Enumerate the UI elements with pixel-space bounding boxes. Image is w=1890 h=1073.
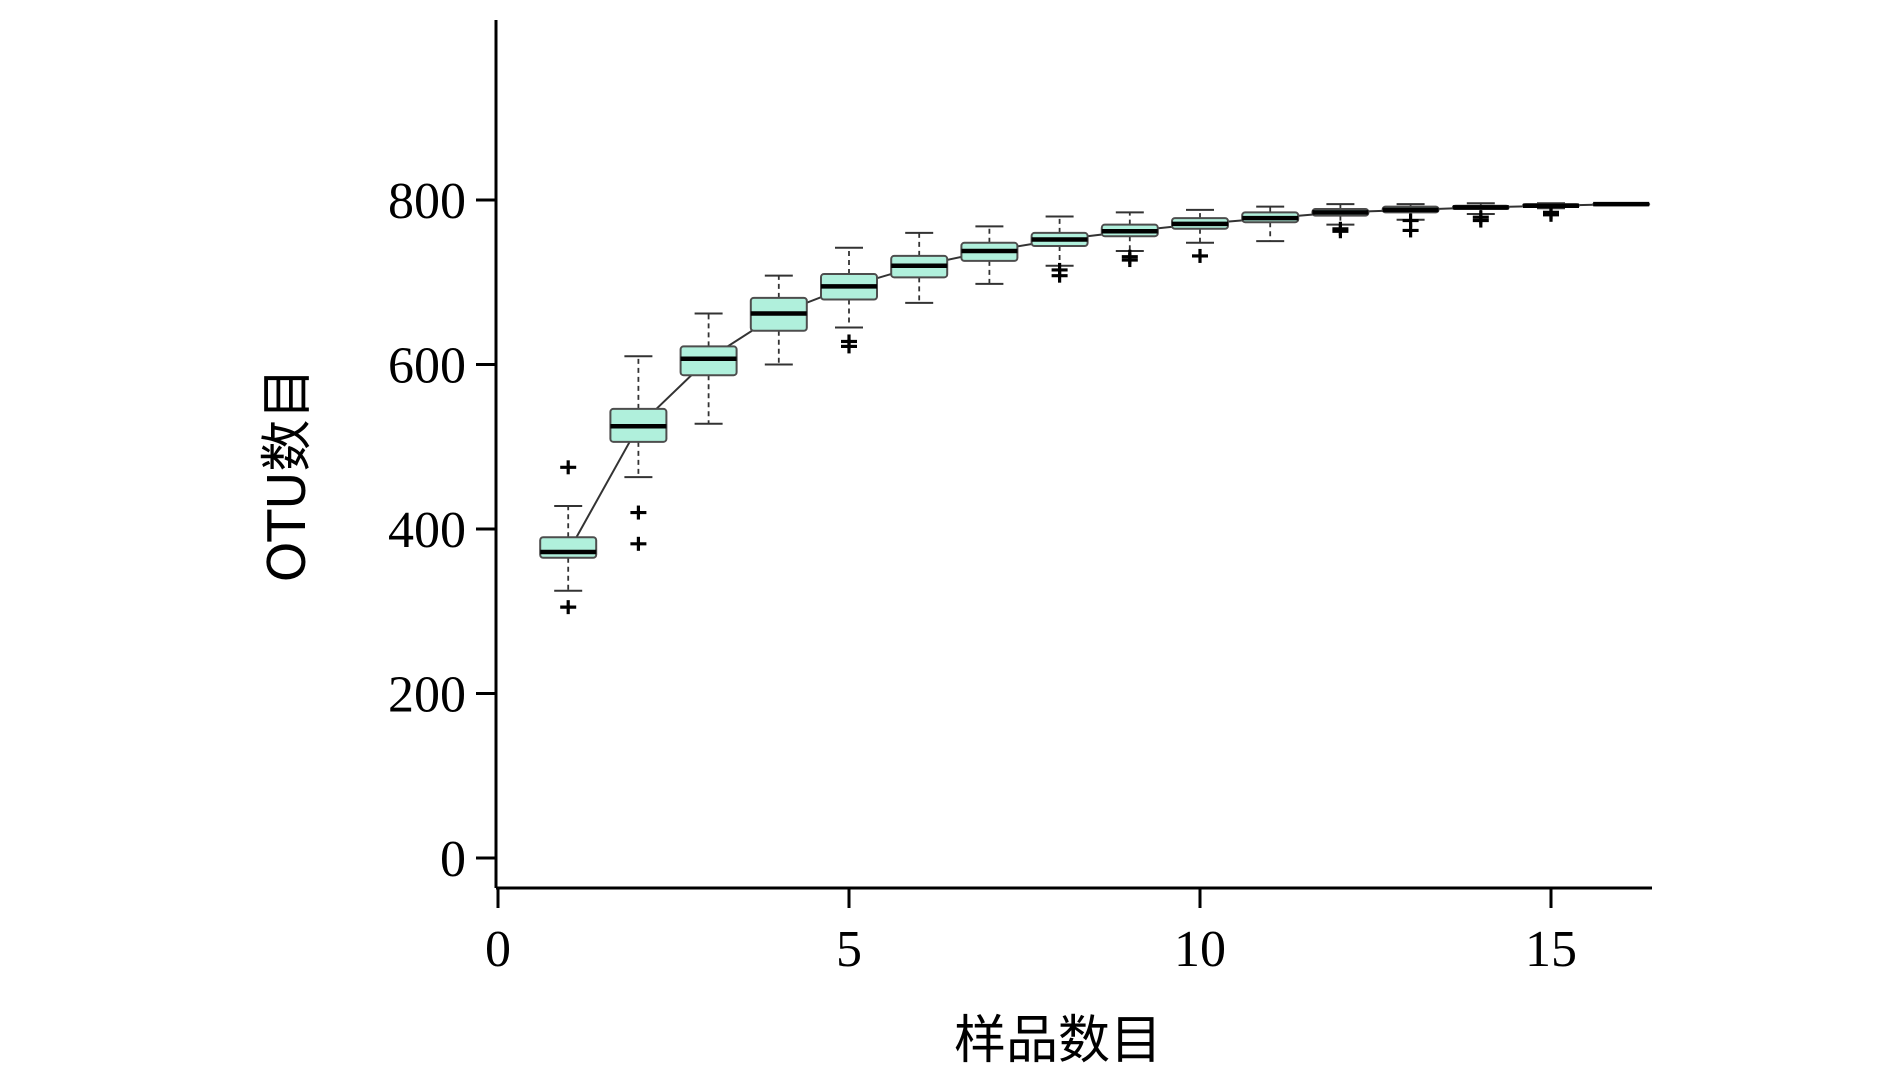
outlier-marker (841, 334, 857, 349)
box-iqr (539, 536, 598, 559)
outlier-marker (1332, 221, 1349, 236)
outlier-marker (560, 460, 577, 475)
box-group (679, 312, 738, 425)
y-tick-label: 200 (388, 667, 466, 724)
x-tick-label: 0 (485, 921, 511, 978)
outlier-marker (1192, 248, 1208, 263)
y-axis-ticks: 0 200 400 600 800 (388, 173, 496, 888)
y-axis-title: OTU数目 (258, 368, 318, 583)
plot-area (539, 201, 1651, 615)
x-axis-title: 样品数目 (954, 1011, 1162, 1071)
axes: 0 200 400 600 800 0 5 10 15 (388, 20, 1652, 978)
y-tick-label: 600 (388, 338, 466, 395)
box-group (820, 246, 878, 354)
y-tick-label: 400 (388, 502, 466, 559)
outlier-marker (1402, 213, 1419, 228)
x-axis-ticks: 0 5 10 15 (485, 888, 1577, 978)
box-group (1241, 205, 1300, 243)
box-group (1100, 211, 1159, 268)
y-tick-label: 0 (440, 831, 466, 888)
median-trend-line (567, 203, 1622, 553)
boxes-layer (539, 201, 1651, 615)
box-group (1171, 208, 1229, 263)
box-group (539, 460, 598, 615)
box-group (1522, 202, 1580, 222)
outlier-marker (560, 600, 577, 615)
box-group (1311, 203, 1370, 239)
outlier-marker (1472, 210, 1489, 225)
x-tick-label: 15 (1525, 921, 1577, 978)
box-group (960, 225, 1019, 285)
outlier-marker (630, 505, 647, 520)
outlier-marker (630, 536, 647, 551)
box-group (749, 274, 808, 366)
box-group (1030, 215, 1089, 283)
outlier-marker (1121, 249, 1138, 264)
outlier-marker (1543, 205, 1559, 220)
box-group (1381, 203, 1440, 238)
box-group (890, 231, 949, 304)
outlier-marker (1051, 262, 1068, 277)
x-tick-label: 5 (836, 921, 862, 978)
box-group (1592, 201, 1651, 207)
x-tick-label: 10 (1174, 921, 1226, 978)
box-group (1451, 202, 1510, 228)
box-group (609, 355, 668, 551)
y-tick-label: 800 (388, 173, 466, 230)
